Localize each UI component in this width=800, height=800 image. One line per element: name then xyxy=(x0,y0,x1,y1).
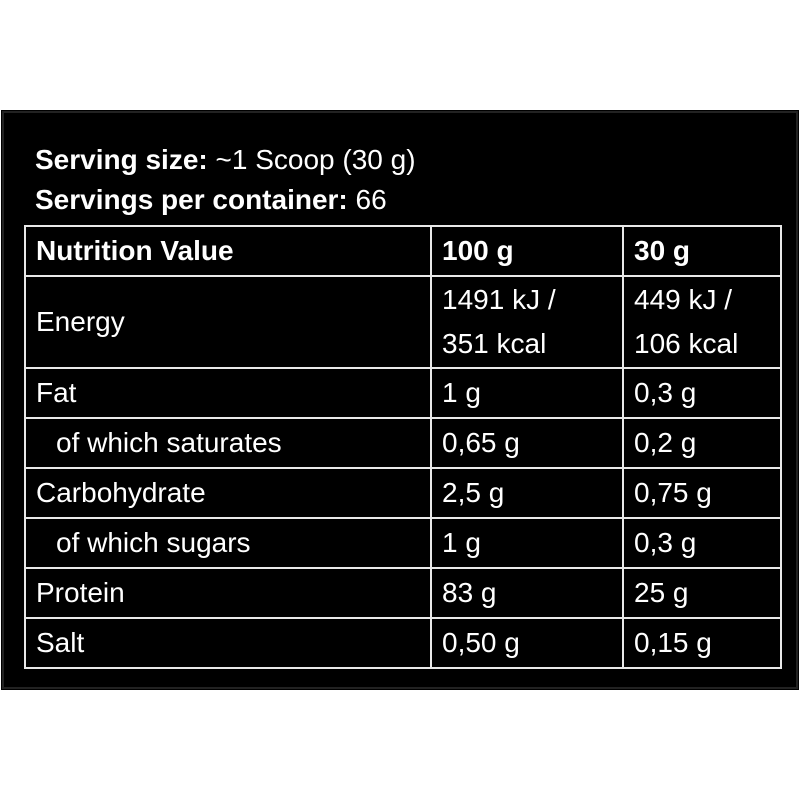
nutrient: Carbohydrate xyxy=(24,467,432,519)
servings-per-container: Servings per container: 66 xyxy=(35,183,387,217)
cell: 83 g xyxy=(430,567,624,619)
nutrient: Fat xyxy=(24,367,432,419)
servings-value: 66 xyxy=(355,184,387,215)
row: of which saturates 0,65 g 0,2 g xyxy=(24,417,782,469)
cell: 2,5 g xyxy=(430,467,624,519)
cell: 0,15 g xyxy=(622,617,782,669)
cell: 0,50 g xyxy=(430,617,624,669)
nutrient: Salt xyxy=(24,617,432,669)
nutrition-panel: Serving size: ~1 Scoop (30 g) Servings p… xyxy=(2,111,798,689)
cell-line: 449 kJ / xyxy=(634,284,733,315)
nutrient: Protein xyxy=(24,567,432,619)
cell: 1 g xyxy=(430,517,624,569)
row: Fat 1 g 0,3 g xyxy=(24,367,782,419)
header-row: Nutrition Value 100 g 30 g xyxy=(24,225,782,277)
row: Protein 83 g 25 g xyxy=(24,567,782,619)
cell: 449 kJ / 106 kcal xyxy=(622,275,782,369)
nutrient: of which sugars xyxy=(24,517,432,569)
row: of which sugars 1 g 0,3 g xyxy=(24,517,782,569)
cell: 0,3 g xyxy=(622,367,782,419)
cell: 0,2 g xyxy=(622,417,782,469)
cell: 1 g xyxy=(430,367,624,419)
serving-size: Serving size: ~1 Scoop (30 g) xyxy=(35,143,416,177)
header-cell: 30 g xyxy=(622,225,782,277)
cell: 1491 kJ / 351 kcal xyxy=(430,275,624,369)
header-cell: Nutrition Value xyxy=(24,225,432,277)
serving-size-label: Serving size: xyxy=(35,144,208,175)
cell: 25 g xyxy=(622,567,782,619)
serving-size-value: ~1 Scoop (30 g) xyxy=(215,144,416,175)
cell-line: 106 kcal xyxy=(634,328,739,359)
cell-line: 351 kcal xyxy=(442,328,547,359)
servings-label: Servings per container: xyxy=(35,184,348,215)
nutrient: of which saturates xyxy=(24,417,432,469)
row: Carbohydrate 2,5 g 0,75 g xyxy=(24,467,782,519)
header-cell: 100 g xyxy=(430,225,624,277)
row: Salt 0,50 g 0,15 g xyxy=(24,617,782,669)
row: Energy 1491 kJ / 351 kcal 449 kJ / 106 kca… xyxy=(24,275,782,369)
cell: 0,65 g xyxy=(430,417,624,469)
cell: 0,3 g xyxy=(622,517,782,569)
cell-line: 1491 kJ / xyxy=(442,284,556,315)
cell: 0,75 g xyxy=(622,467,782,519)
nutrient: Energy xyxy=(24,275,432,369)
nutrition-table: Nutrition Value 100 g 30 g Energy 1491 k… xyxy=(24,225,782,669)
